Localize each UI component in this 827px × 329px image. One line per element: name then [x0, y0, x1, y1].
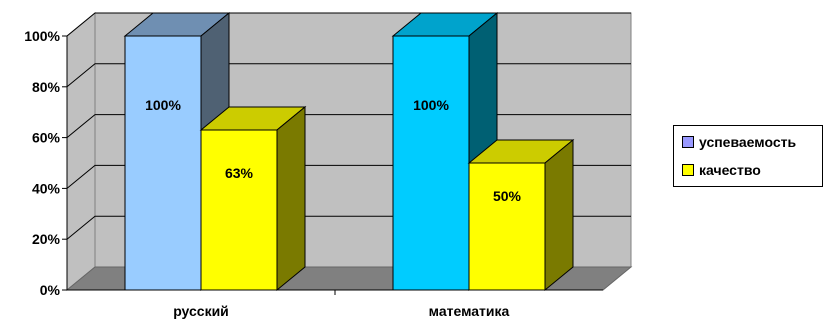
data-label: 50%	[493, 188, 522, 204]
x-category-label: математика	[429, 303, 510, 319]
y-tick-label: 80%	[32, 79, 61, 95]
y-tick-label: 40%	[32, 180, 61, 196]
bar-front	[124, 35, 202, 291]
legend-item-uspevaemost: успеваемость	[682, 134, 796, 150]
legend-label-uspevaemost: успеваемость	[699, 134, 797, 150]
bar-front	[392, 35, 470, 291]
y-tick-label: 20%	[32, 231, 61, 247]
data-label: 100%	[145, 97, 181, 113]
bar-front	[468, 162, 546, 291]
legend: успеваемость качество	[673, 125, 823, 187]
legend-swatch-kachestvo	[682, 164, 694, 176]
bar-front	[200, 129, 278, 291]
y-tick-label: 100%	[24, 28, 60, 44]
legend-swatch-uspevaemost	[682, 136, 694, 148]
side-wall	[66, 11, 96, 292]
legend-label-kachestvo: качество	[699, 162, 761, 178]
y-tick-label: 60%	[32, 130, 61, 146]
legend-item-kachestvo: качество	[682, 162, 761, 178]
bar-side	[544, 138, 574, 292]
y-tick-label: 0%	[40, 282, 61, 298]
bar-side	[276, 105, 306, 292]
data-label: 63%	[225, 165, 254, 181]
data-label: 100%	[413, 97, 449, 113]
x-category-label: русский	[173, 303, 229, 319]
